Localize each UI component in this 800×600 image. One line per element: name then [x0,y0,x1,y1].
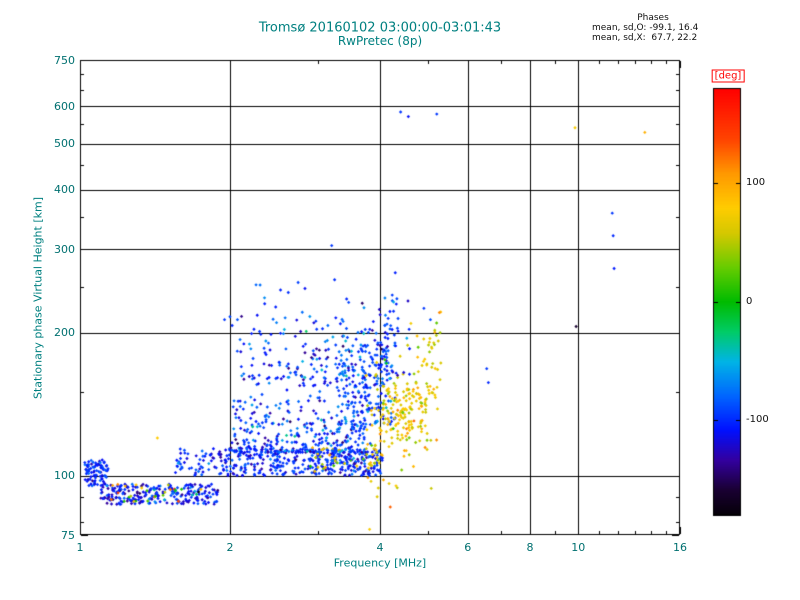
y-tick-label-100: 100 [54,469,75,483]
y-tick-label-75: 75 [61,528,75,542]
y-axis-label: Stationary phase Virtual Height [km] [31,196,45,400]
colorbar-tick-label-100: 100 [746,176,766,188]
y-tick-label-500: 500 [54,137,75,151]
y-tick-label-300: 300 [54,242,75,256]
phase-stats: Phases mean, sd,O: -99.1, 16.4 mean, sd,… [592,13,714,43]
y-tick-label-200: 200 [54,326,75,340]
x-tick-label-8: 8 [526,541,534,554]
x-tick-label-1: 1 [76,541,84,554]
colorbar-tick-label--100: -100 [746,414,769,426]
colorbar-unit-label: [deg] [711,69,745,83]
x-tick-label-2: 2 [226,541,234,554]
x-tick-label-4: 4 [376,541,384,554]
chart-title: Tromsø 20160102 03:00:00-03:01:43 [258,20,502,36]
x-tick-label-16: 16 [673,541,687,554]
y-tick-label-750: 750 [54,53,75,67]
y-tick-label-400: 400 [54,183,75,197]
x-tick-label-10: 10 [571,541,586,554]
y-tick-label-600: 600 [54,99,75,113]
x-axis-label: Frequency [MHz] [333,556,427,570]
chart-subtitle: RwPretec (8p) [337,34,423,48]
x-tick-label-6: 6 [464,541,472,554]
colorbar-tick-label-0: 0 [746,295,753,307]
phase-stats-o-line: mean, sd,O: -99.1, 16.4 [592,23,699,33]
phase-stats-x-line: mean, sd,X: 67.7, 22.2 [592,33,698,43]
phase-stats-heading: Phases [637,13,669,23]
